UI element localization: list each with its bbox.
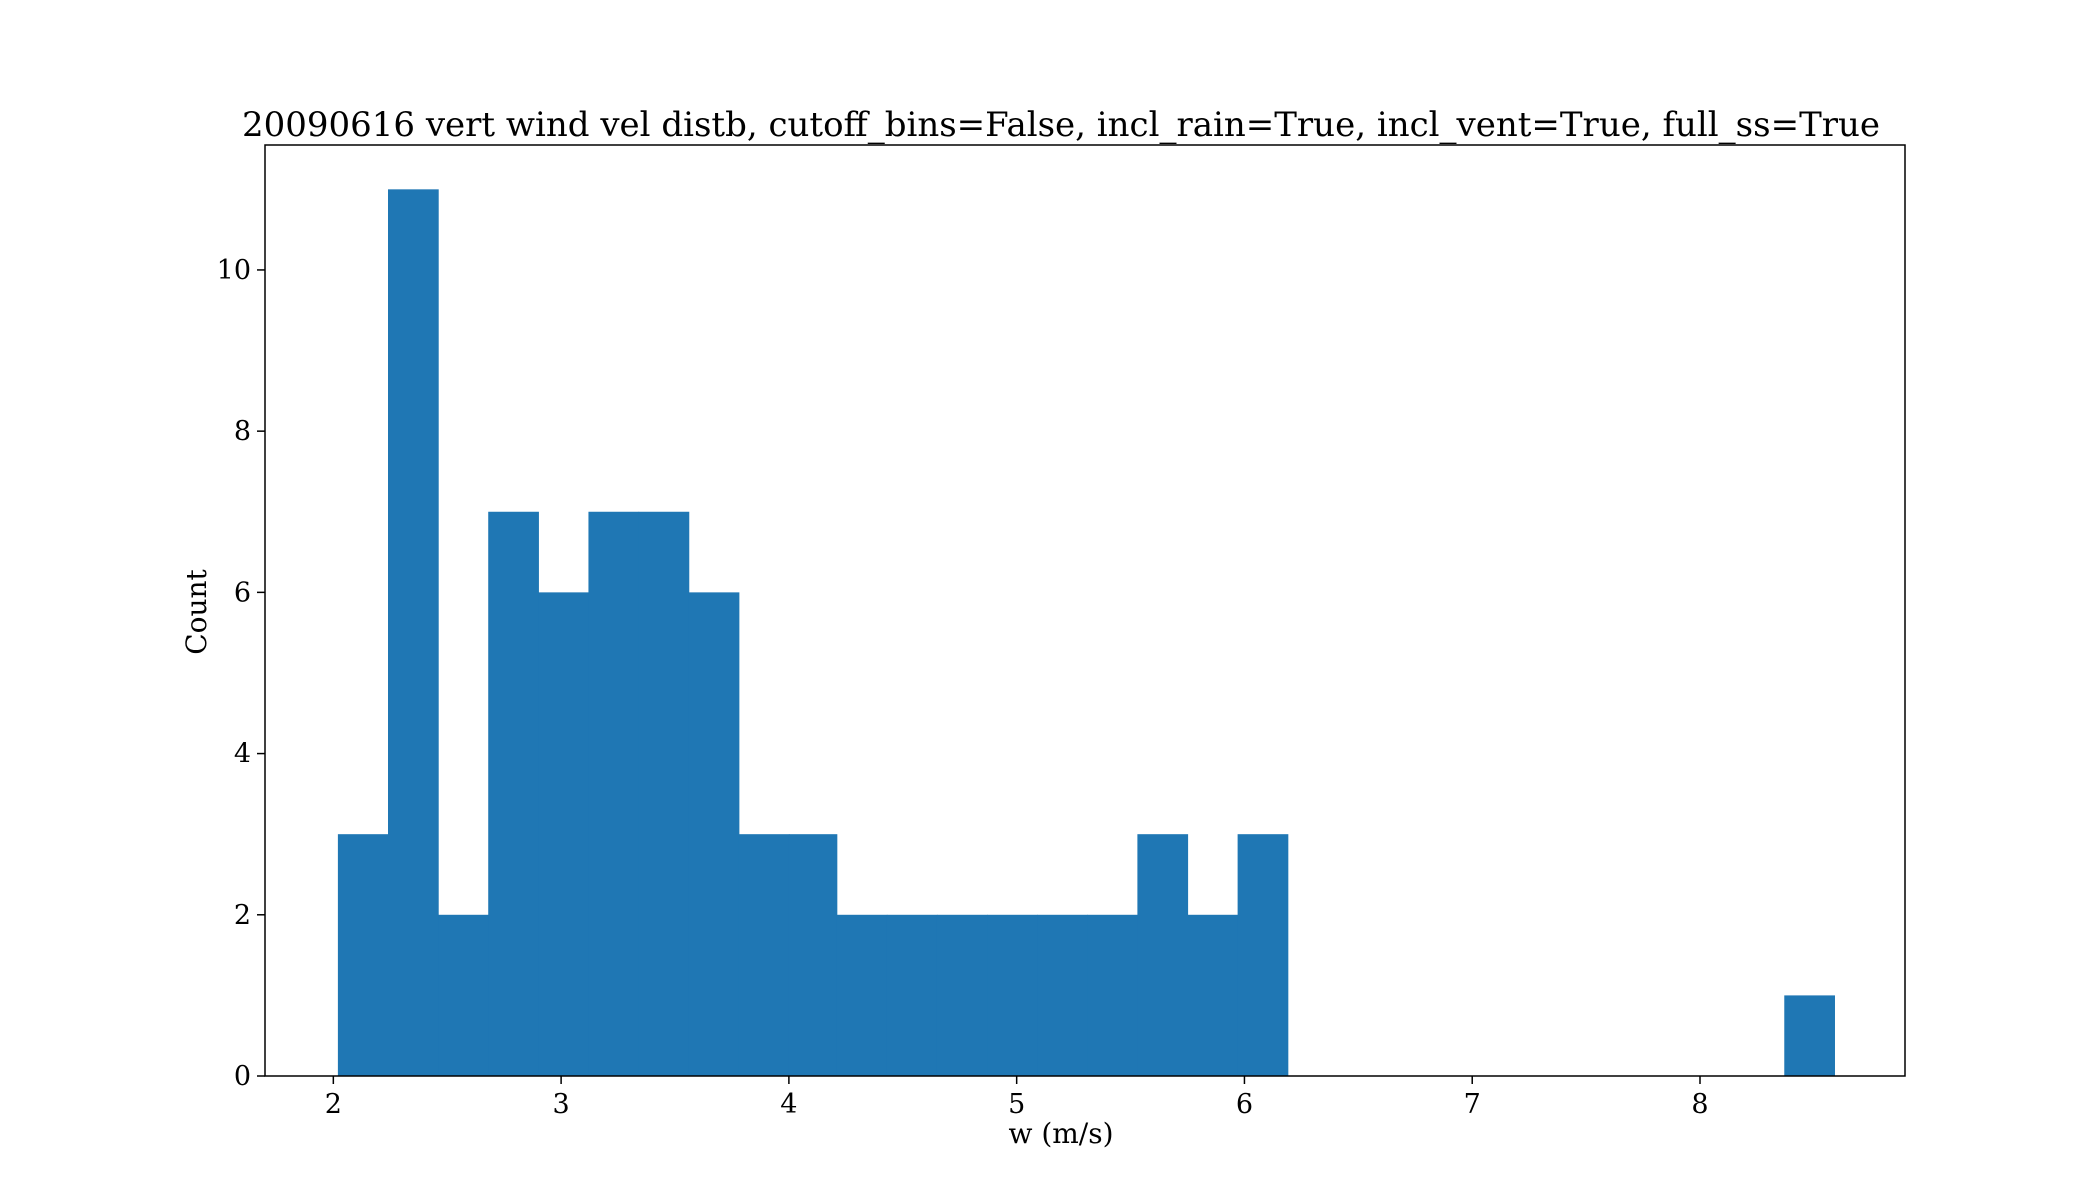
histogram-bar-17 [1187, 914, 1239, 1076]
histogram-bar-19 [1784, 995, 1835, 1076]
histogram-bar-12 [936, 914, 988, 1076]
x-tick-label: 5 [1008, 1089, 1025, 1120]
y-tick-label: 8 [234, 416, 251, 447]
histogram-bar-11 [886, 914, 938, 1076]
x-tick-label: 8 [1691, 1089, 1708, 1120]
y-tick-label: 6 [234, 577, 251, 608]
histogram-bar-14 [1037, 914, 1088, 1076]
chart-title: 20090616 vert wind vel distb, cutoff_bin… [242, 105, 1880, 145]
histogram-bar-9 [788, 834, 838, 1076]
y-axis-label: Count [180, 568, 213, 654]
histogram-bar-1 [388, 189, 439, 1077]
histogram-bar-13 [987, 914, 1038, 1076]
x-tick-label: 6 [1236, 1089, 1253, 1120]
y-axis: 0 2 4 6 8 10 [217, 255, 265, 1092]
x-axis-label: w (m/s) [1008, 1117, 1113, 1150]
bars-group [337, 189, 1835, 1077]
y-tick-label: 0 [234, 1061, 251, 1092]
x-tick-label: 4 [780, 1089, 797, 1120]
x-tick-label: 7 [1464, 1089, 1481, 1120]
histogram-bar-0 [337, 834, 389, 1076]
x-tick-label: 2 [325, 1089, 342, 1120]
y-tick-label: 10 [217, 255, 251, 286]
histogram-bar-16 [1137, 834, 1189, 1076]
histogram-bar-3 [488, 511, 539, 1076]
y-tick-label: 2 [234, 900, 251, 931]
histogram-bar-4 [538, 592, 590, 1076]
histogram-bar-8 [738, 834, 790, 1076]
histogram-bar-15 [1087, 914, 1138, 1076]
x-axis: 2 3 4 5 6 7 8 [325, 1076, 1709, 1120]
histogram-bar-5 [588, 511, 640, 1076]
histogram-bar-18 [1237, 834, 1289, 1076]
y-tick-label: 4 [234, 739, 251, 770]
x-tick-label: 3 [553, 1089, 570, 1120]
histogram-bar-2 [438, 914, 489, 1076]
histogram-bar-7 [688, 592, 740, 1076]
plot-frame [264, 144, 1906, 1077]
histogram-bar-6 [638, 511, 690, 1076]
histogram-bar-10 [836, 914, 888, 1076]
